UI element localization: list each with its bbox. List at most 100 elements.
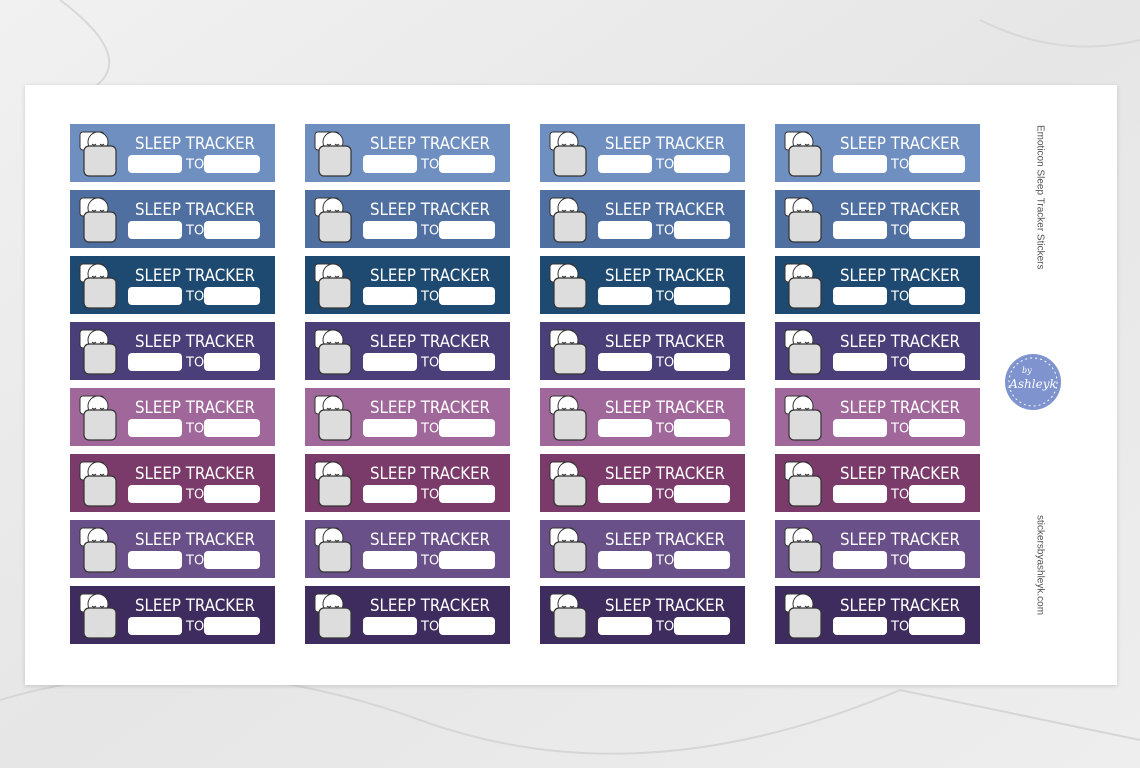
time-field [909,617,965,635]
sticker: SLEEP TRACKER TO [540,454,745,512]
separator: TO [890,488,909,503]
separator: TO [185,422,204,437]
time-field [204,353,260,371]
sticker-title: SLEEP TRACKER [605,596,725,616]
sticker-title: SLEEP TRACKER [135,266,255,286]
sticker: SLEEP TRACKER TO [70,322,275,380]
time-field [833,155,887,173]
sticker: SLEEP TRACKER TO [70,256,275,314]
logo-by: by [1022,366,1032,375]
separator: TO [185,290,204,305]
time-field [363,221,417,239]
time-field [909,287,965,305]
sticker-title: SLEEP TRACKER [135,464,255,484]
time-field [128,419,182,437]
separator: TO [185,158,204,173]
eyes [326,605,340,608]
separator: TO [655,356,674,371]
eyes [91,605,105,608]
sticker: SLEEP TRACKER TO [540,124,745,182]
separator: TO [890,224,909,239]
eyes [91,275,105,278]
sticker: SLEEP TRACKER TO [540,520,745,578]
eyes [796,341,810,344]
time-field [363,353,417,371]
blanket [83,145,117,177]
separator: TO [890,158,909,173]
eyes [561,407,575,410]
separator: TO [890,554,909,569]
eyes [561,341,575,344]
time-field [204,221,260,239]
eyes [796,407,810,410]
time-field [674,155,730,173]
sticker-title: SLEEP TRACKER [605,266,725,286]
blanket [553,541,587,573]
sticker-title: SLEEP TRACKER [840,134,960,154]
sticker: SLEEP TRACKER TO [775,586,980,644]
separator: TO [655,422,674,437]
eyes [326,209,340,212]
blanket [788,409,822,441]
sticker: SLEEP TRACKER TO [305,190,510,248]
eyes [326,407,340,410]
blanket [788,607,822,639]
sticker-title: SLEEP TRACKER [840,266,960,286]
time-field [128,221,182,239]
time-field [204,155,260,173]
time-field [833,287,887,305]
separator: TO [890,356,909,371]
eyes [91,407,105,410]
blanket [83,277,117,309]
blanket [788,541,822,573]
sticker: SLEEP TRACKER TO [775,322,980,380]
blanket [553,277,587,309]
sticker-title: SLEEP TRACKER [605,464,725,484]
sticker: SLEEP TRACKER TO [70,520,275,578]
sticker-title: SLEEP TRACKER [840,200,960,220]
time-field [674,485,730,503]
time-field [204,551,260,569]
sticker-title: SLEEP TRACKER [135,596,255,616]
time-field [363,419,417,437]
separator: TO [420,422,439,437]
sticker-grid: SLEEP TRACKER TO SLEEP TRACKER TO SLEEP TRAC… [70,124,980,644]
blanket [83,409,117,441]
time-field [598,221,652,239]
time-field [909,353,965,371]
time-field [128,551,182,569]
sticker: SLEEP TRACKER TO [775,256,980,314]
time-field [204,617,260,635]
sticker-title: SLEEP TRACKER [840,332,960,352]
eyes [561,143,575,146]
separator: TO [420,356,439,371]
sticker-title: SLEEP TRACKER [370,134,490,154]
time-field [909,221,965,239]
sticker-title: SLEEP TRACKER [605,200,725,220]
sticker: SLEEP TRACKER TO [70,586,275,644]
separator: TO [655,620,674,635]
sticker: SLEEP TRACKER TO [70,388,275,446]
time-field [674,221,730,239]
sticker: SLEEP TRACKER TO [775,454,980,512]
blanket [553,475,587,507]
sticker: SLEEP TRACKER TO [70,190,275,248]
sticker-title: SLEEP TRACKER [370,266,490,286]
separator: TO [185,620,204,635]
blanket [83,607,117,639]
time-field [128,155,182,173]
time-field [909,551,965,569]
marble-vein [59,0,1140,91]
eyes [91,473,105,476]
blanket [788,145,822,177]
blanket [318,343,352,375]
blanket [83,211,117,243]
sticker-title: SLEEP TRACKER [370,596,490,616]
time-field [439,617,495,635]
time-field [363,485,417,503]
separator: TO [185,554,204,569]
time-field [439,485,495,503]
time-field [598,617,652,635]
sticker-title: SLEEP TRACKER [370,398,490,418]
